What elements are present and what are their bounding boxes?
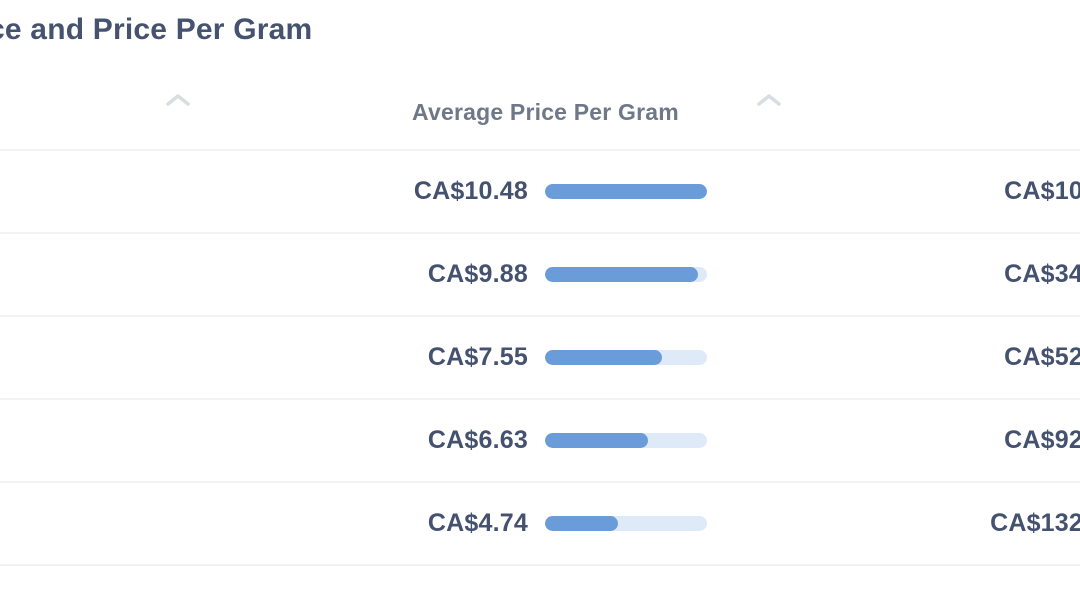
price-bar-fill	[545, 433, 648, 448]
right-price-value: CA$10	[1004, 177, 1080, 205]
table-row: CA$7.55 CA$52	[0, 317, 1080, 400]
price-bar-fill	[545, 184, 707, 199]
right-price-value: CA$132	[990, 509, 1080, 537]
right-price-value: CA$92	[1004, 426, 1080, 454]
table-row: CA$6.63 CA$92	[0, 400, 1080, 483]
table-body: CA$10.48 CA$10 CA$9.88 CA$34 CA$7.55 CA$…	[0, 151, 1080, 566]
price-bar-track	[545, 516, 707, 531]
sort-chevron-up-icon[interactable]	[755, 91, 783, 109]
price-bar-track	[545, 184, 707, 199]
price-bar-fill	[545, 350, 662, 365]
avg-price-value: CA$6.63	[427, 426, 528, 454]
price-bar-fill	[545, 516, 619, 531]
right-price-value: CA$52	[1004, 343, 1080, 371]
price-bar-track	[545, 267, 707, 282]
page-title: ce and Price Per Gram	[0, 13, 313, 46]
price-bar-fill	[545, 267, 698, 282]
price-bar-track	[545, 433, 707, 448]
table-row: CA$4.74 CA$132	[0, 483, 1080, 566]
avg-price-value: CA$7.55	[427, 343, 528, 371]
table-row: CA$9.88 CA$34	[0, 234, 1080, 317]
avg-price-value: CA$4.74	[427, 509, 528, 537]
table-row: CA$10.48 CA$10	[0, 151, 1080, 234]
avg-price-value: CA$10.48	[413, 177, 528, 205]
sort-chevron-up-icon[interactable]	[164, 91, 192, 109]
avg-price-value: CA$9.88	[427, 260, 528, 288]
price-bar-track	[545, 350, 707, 365]
right-price-value: CA$34	[1004, 260, 1080, 288]
table-header: Average Price Per Gram	[0, 80, 1080, 151]
column-header-average-price-per-gram[interactable]: Average Price Per Gram	[412, 99, 679, 125]
